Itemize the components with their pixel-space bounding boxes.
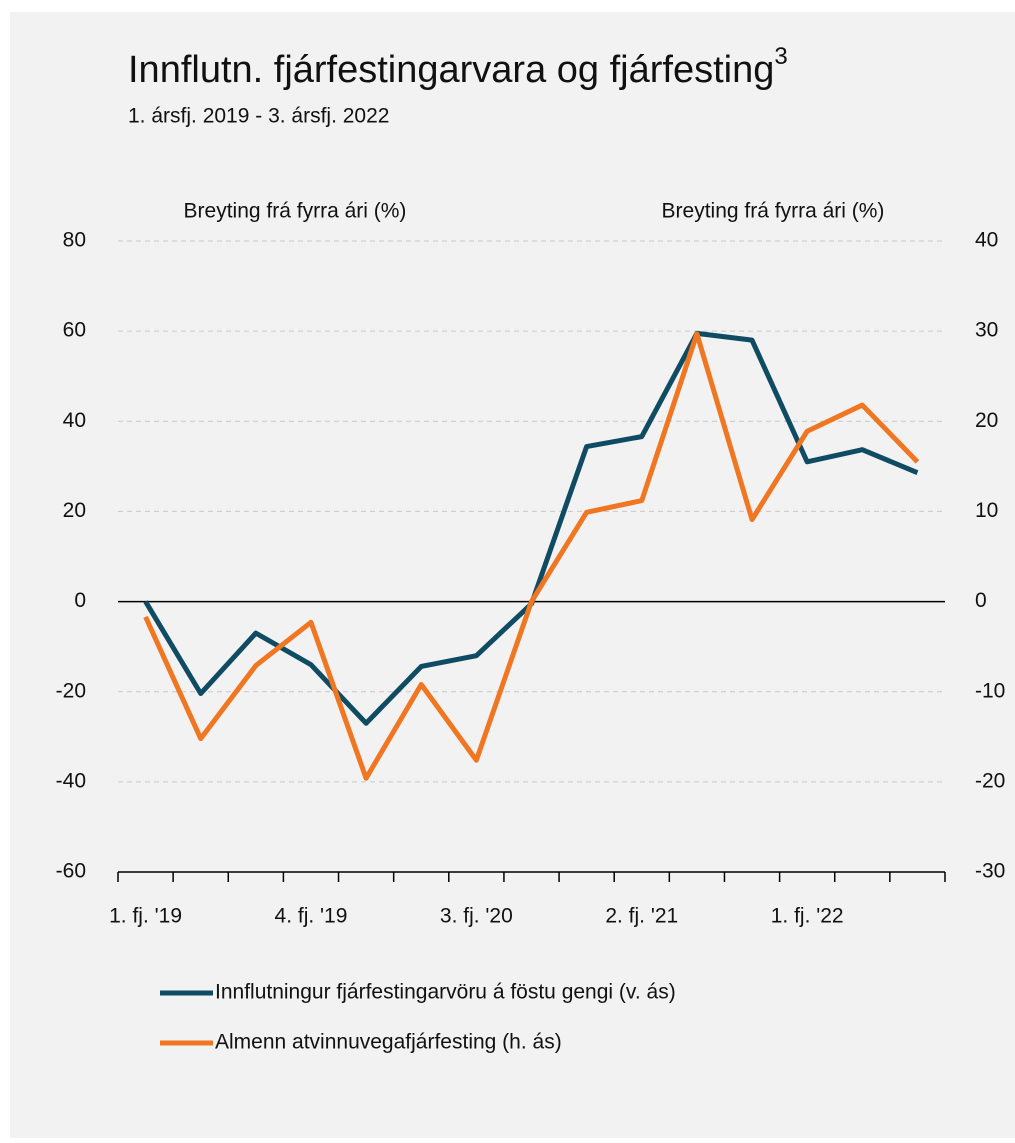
y-tick-label: 20 — [63, 499, 86, 522]
x-tick-label: 1. fj. '19 — [109, 905, 182, 928]
legend-label: Almenn atvinnuvegafjárfesting (h. ás) — [215, 1031, 562, 1054]
y2-tick-label: 30 — [975, 319, 998, 342]
y2-tick-label: 0 — [975, 589, 987, 612]
y-tick-label: 0 — [74, 589, 86, 612]
y-tick-label: -60 — [56, 860, 86, 883]
x-tick-label: 3. fj. '20 — [440, 905, 513, 928]
chart-background — [10, 12, 1015, 1138]
y2-tick-label: -20 — [975, 769, 1005, 792]
title-text: Innflutn. fjárfestingarvara og fjárfesti… — [128, 49, 774, 91]
y2-tick-label: 20 — [975, 409, 998, 432]
y-tick-label: -20 — [56, 679, 86, 702]
y2-tick-label: 10 — [975, 499, 998, 522]
series-line — [143, 331, 920, 781]
y-tick-label: 80 — [63, 229, 86, 252]
chart-subtitle: 1. ársfj. 2019 - 3. ársfj. 2022 — [128, 105, 389, 128]
y2-tick-label: -10 — [975, 679, 1005, 702]
x-tick-label: 2. fj. '21 — [605, 905, 678, 928]
y-tick-label: 60 — [63, 319, 86, 342]
y-tick-label: 40 — [63, 409, 86, 432]
y2-axis-label: Breyting frá fyrra ári (%) — [662, 200, 885, 223]
legend-label: Innflutningur fjárfestingarvöru á föstu … — [215, 981, 676, 1004]
chart-title: Innflutn. fjárfestingarvara og fjárfesti… — [128, 43, 788, 91]
y-axis-label: Breyting frá fyrra ári (%) — [184, 200, 407, 223]
x-tick-label: 4. fj. '19 — [275, 905, 348, 928]
x-tick-label: 1. fj. '22 — [771, 905, 844, 928]
y2-tick-label: -30 — [975, 860, 1005, 883]
y2-tick-label: 40 — [975, 229, 998, 252]
y-tick-label: -40 — [56, 769, 86, 792]
title-superscript: 3 — [774, 43, 787, 70]
